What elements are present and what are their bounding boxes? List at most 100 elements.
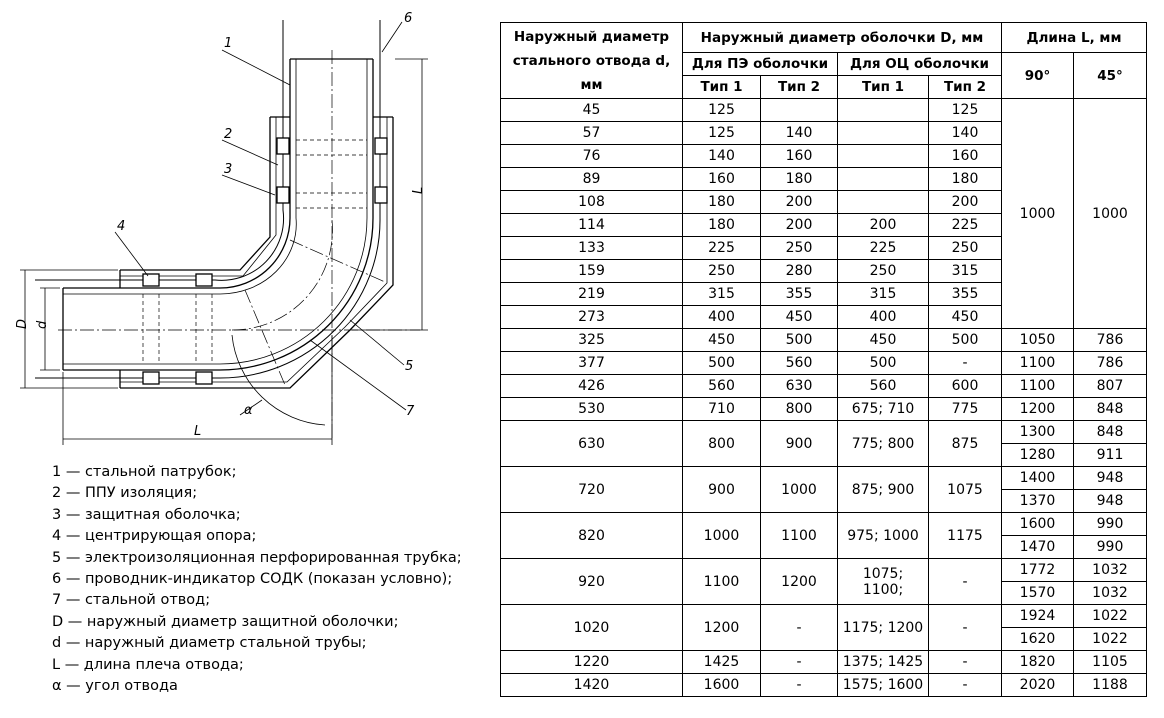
table-cell: 630: [760, 374, 838, 398]
table-cell: 159: [500, 259, 683, 283]
table-cell: 1175; 1200: [837, 604, 929, 651]
dim-L-vertical-label: L: [411, 187, 426, 194]
header-oc-type2: Тип 2: [928, 75, 1002, 99]
table-cell: 180: [682, 190, 761, 214]
table-cell: 1188: [1073, 673, 1147, 697]
table-row: 108 180 200 200: [500, 190, 1147, 214]
table-row: 273 400 450 400 450: [500, 305, 1147, 329]
table-cell: 1100: [682, 558, 761, 605]
callout-4: 4: [117, 219, 125, 234]
table-cell: 450: [682, 328, 761, 352]
table-cell: 140: [760, 121, 838, 145]
table-cell: 160: [928, 144, 1002, 168]
table-row: 1020 1200-1175; 1200-1924 1022: [500, 604, 1147, 651]
header-oc-type1: Тип 1: [837, 75, 929, 99]
table-cell: 990: [1073, 535, 1147, 559]
table-cell: 108: [500, 190, 683, 214]
table-cell: 200: [928, 190, 1002, 214]
table-cell: 125: [682, 98, 761, 122]
table-cell: -: [928, 558, 1002, 605]
table-cell: [837, 144, 929, 168]
table-cell: 800: [682, 420, 761, 467]
table-cell: 160: [760, 144, 838, 168]
table-cell: 1100: [760, 512, 838, 559]
table-cell: 900: [760, 420, 838, 467]
table-cell: -: [760, 604, 838, 651]
table-cell: 1032: [1073, 558, 1147, 582]
table-cell: 1022: [1073, 604, 1147, 628]
table-cell: 911: [1073, 443, 1147, 467]
table-cell: 133: [500, 236, 683, 260]
table-cell: 786: [1073, 328, 1147, 352]
table-row: 1220 1425-1375; 1425-1820 1105: [500, 650, 1147, 674]
table-row: 377 500 560 500-1100 786: [500, 351, 1147, 375]
table-cell: 219: [500, 282, 683, 306]
legend-item: d — наружный диаметр стальной трубы;: [52, 635, 367, 652]
table-cell: 250: [928, 236, 1002, 260]
table-cell: 920: [500, 558, 683, 605]
table-row: 1420 1600-1575; 1600-2020 1188: [500, 673, 1147, 697]
table-cell: 180: [760, 167, 838, 191]
table-row: 630 800 900 775; 800 875 1300 848: [500, 420, 1147, 467]
table-cell: 1375; 1425: [837, 650, 929, 674]
table-cell: 400: [682, 305, 761, 329]
table-cell: 1000: [1073, 98, 1147, 329]
table-cell: 675; 710: [837, 397, 929, 421]
header-pe-type2: Тип 2: [760, 75, 838, 99]
table-row: 530 710 800 675; 710 775 1200 848: [500, 397, 1147, 421]
steel-bend-outer-wall: [63, 59, 374, 371]
dim-d-label: d: [35, 320, 50, 329]
table-cell: 57: [500, 121, 683, 145]
table-cell: 89: [500, 167, 683, 191]
table-cell: 200: [760, 190, 838, 214]
header-L: Длина L, мм: [1001, 22, 1147, 53]
table-cell: 225: [928, 213, 1002, 237]
table-cell: 1100: [1001, 351, 1074, 375]
table-row: 426 560 630 560 600 1100 807: [500, 374, 1147, 398]
table-cell: 800: [760, 397, 838, 421]
table-cell: 1280: [1001, 443, 1074, 467]
table-cell: -: [928, 604, 1002, 651]
table-cell: 160: [682, 167, 761, 191]
table-cell: 820: [500, 512, 683, 559]
table-cell: [837, 121, 929, 145]
table-cell: -: [760, 650, 838, 674]
callout-2: 2: [224, 127, 232, 142]
table-cell: 1300: [1001, 420, 1074, 444]
table-cell: 1020: [500, 604, 683, 651]
callout-7: 7: [406, 404, 415, 419]
table-cell: 180: [928, 167, 1002, 191]
table-cell: 1000: [682, 512, 761, 559]
table-cell: 114: [500, 213, 683, 237]
table-cell: 990: [1073, 512, 1147, 536]
table-row: 45 125 125 1000 1000: [500, 98, 1147, 329]
table-cell: 315: [837, 282, 929, 306]
table-cell: 1575; 1600: [837, 673, 929, 697]
table-cell: 848: [1073, 397, 1147, 421]
legend-item: 7 — стальной отвод;: [52, 592, 211, 609]
table-cell: 775; 800: [837, 420, 929, 467]
angle-label: α: [244, 403, 253, 418]
table-row: 76 140 160 160: [500, 144, 1147, 168]
legend-item: 4 — центрирующая опора;: [52, 528, 257, 545]
header-oc: Для ОЦ оболочки: [837, 52, 1002, 76]
table-cell: 1000: [760, 466, 838, 513]
table-row: 1470 990: [501, 535, 1147, 559]
header-pe: Для ПЭ оболочки: [682, 52, 838, 76]
table-cell: 1075: [928, 466, 1002, 513]
dim-L-horizontal-label: L: [194, 424, 201, 439]
steel-bend-inner-wall: [63, 59, 291, 289]
table-cell: 1200: [1001, 397, 1074, 421]
table-cell: 948: [1073, 466, 1147, 490]
table-row: 57 125 140 140: [500, 121, 1147, 145]
legend-item: 3 — защитная оболочка;: [52, 506, 241, 523]
header-45: 45°: [1073, 52, 1147, 99]
table-cell: 560: [837, 374, 929, 398]
table-cell: 1200: [682, 604, 761, 651]
table-cell: 560: [760, 351, 838, 375]
table-cell: 1820: [1001, 650, 1074, 674]
table-row: 720 900 1000 875; 900 1075 1400 948: [500, 466, 1147, 513]
legend-item: L — длина плеча отвода;: [52, 656, 244, 673]
table-cell: 1050: [1001, 328, 1074, 352]
table-cell: 355: [760, 282, 838, 306]
